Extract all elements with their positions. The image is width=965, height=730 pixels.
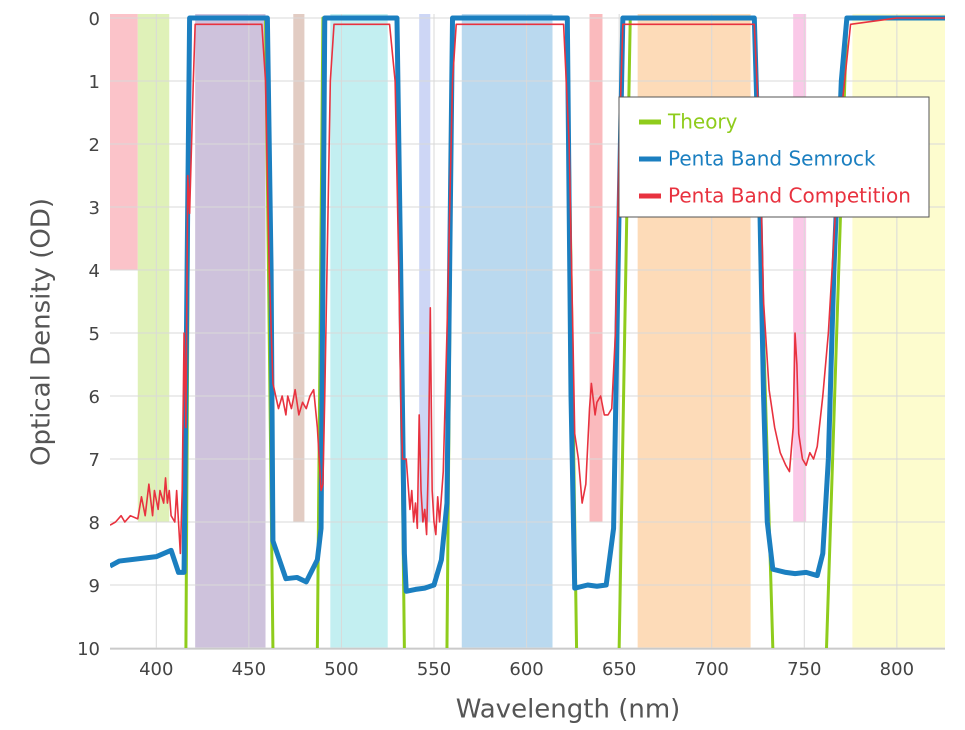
x-tick-label: 750	[787, 659, 821, 680]
shaded-band	[195, 14, 266, 648]
y-tick-label: 5	[89, 324, 100, 345]
y-tick-label: 6	[89, 387, 100, 408]
shaded-band	[293, 14, 305, 522]
x-tick-label: 550	[417, 659, 451, 680]
data-line	[110, 17, 945, 555]
shaded-band	[110, 14, 138, 270]
shaded-band	[461, 14, 553, 648]
x-tick-label: 650	[602, 659, 636, 680]
shaded-band	[137, 14, 170, 522]
x-axis-label: Wavelength (nm)	[456, 695, 681, 725]
y-tick-label: 7	[89, 450, 100, 471]
legend: Theory Penta Band Semrock Penta Band Compe…	[618, 96, 930, 218]
y-axis-label: Optical Density (OD)	[27, 198, 57, 466]
y-tick-label: 10	[77, 639, 100, 660]
y-tick-label: 8	[89, 513, 100, 534]
x-tick-label: 450	[232, 659, 266, 680]
x-tick-label: 700	[695, 659, 729, 680]
y-tick-label: 9	[89, 576, 100, 597]
legend-box	[618, 96, 930, 218]
legend-label: Penta Band Semrock	[668, 147, 876, 171]
x-tick-label: 500	[324, 659, 358, 680]
shaded-band	[419, 14, 431, 522]
legend-label: Theory	[667, 110, 738, 134]
x-tick-label: 800	[880, 659, 914, 680]
shaded-band	[330, 14, 388, 648]
y-tick-label: 2	[89, 135, 100, 156]
x-tick-label: 600	[509, 659, 543, 680]
legend-label: Penta Band Competition	[668, 184, 911, 208]
y-tick-label: 0	[89, 9, 100, 30]
y-tick-label: 4	[89, 261, 100, 282]
y-tick-label: 1	[89, 72, 100, 93]
x-tick-label: 400	[139, 659, 173, 680]
y-tick-label: 3	[89, 198, 100, 219]
shaded-band	[589, 14, 603, 522]
